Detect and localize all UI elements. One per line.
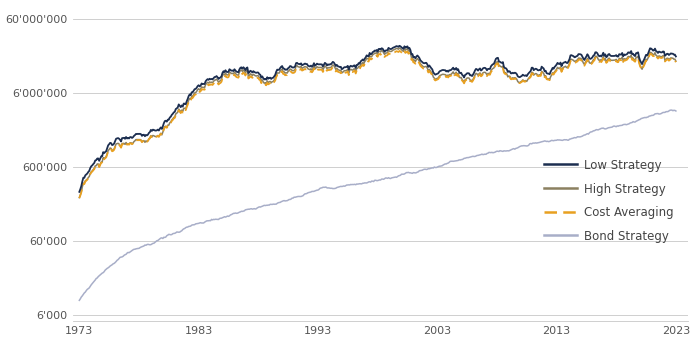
Legend: Low Strategy, High Strategy, Cost Averaging, Bond Strategy: Low Strategy, High Strategy, Cost Averag… xyxy=(539,154,679,248)
